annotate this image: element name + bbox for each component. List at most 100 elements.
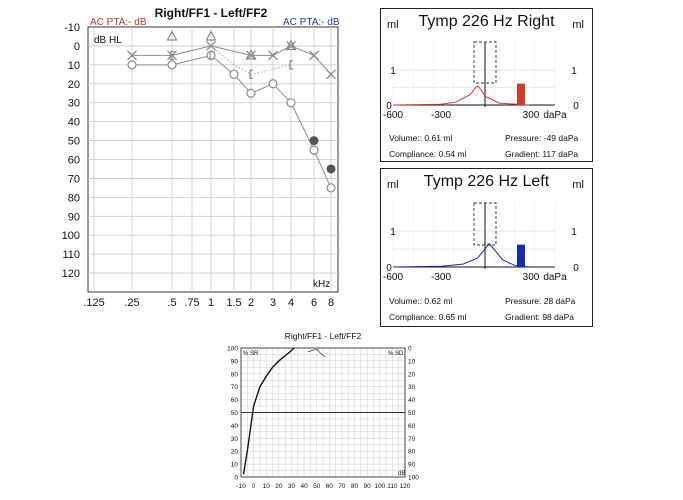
tymp-right-gradient: Gradient: 117 daPa — [505, 149, 579, 159]
speech-ytick-right: 20 — [408, 371, 416, 378]
tymp-xtick: -600 — [383, 110, 403, 121]
speech-ytick-right: 60 — [408, 423, 416, 430]
audiogram-triangle-point — [205, 30, 217, 41]
tymp-normal-box — [473, 202, 497, 246]
audiogram-ytick: 0 — [74, 41, 80, 53]
speech-xtick: 40 — [300, 483, 308, 490]
audiogram-triangle-point — [245, 49, 257, 60]
tymp-ytick: 1 — [390, 66, 396, 77]
speech-chart: Right/FF1 - Left/FF2 % SR % SD dB -10 0 10… — [227, 331, 419, 490]
speech-ytick-left: 70 — [231, 384, 239, 391]
tymp-ytick: 1 — [390, 227, 396, 238]
audiogram-bracket-point — [170, 50, 174, 60]
audiogram-title: Right/FF1 - Left/FF2 — [155, 6, 268, 20]
speech-xtick: 110 — [387, 483, 398, 490]
audiogram-ytick: 30 — [68, 98, 80, 110]
audiogram-circle-point — [229, 69, 239, 79]
speech-secondary-curve — [307, 348, 326, 358]
speech-xtick: 80 — [351, 483, 359, 490]
audiogram-chart: Right/FF1 - Left/FF2 AC PTA:- dB AC PTA:… — [62, 6, 340, 309]
speech-ytick-left: 30 — [231, 436, 239, 443]
speech-xtick: 20 — [275, 483, 283, 490]
right-pta-label: AC PTA:- dB — [90, 17, 147, 28]
speech-sr-label: % SR — [243, 351, 259, 357]
tymp-curve — [392, 242, 530, 268]
tymp-ytick: 0 — [386, 263, 392, 274]
tymp-ytick-right: 1 — [571, 66, 577, 77]
tymp-right-volume: Volume:: 0.61 ml — [389, 133, 453, 143]
speech-ytick-right: 30 — [408, 384, 416, 391]
audiogram-x-point — [326, 69, 336, 80]
audiogram-ytick: 90 — [68, 211, 80, 223]
tymp-left-compliance: Compliance: 0.65 ml — [389, 312, 467, 322]
tymp-normal-box — [473, 41, 497, 84]
audiogram-xtick: .5 — [167, 297, 176, 309]
speech-ytick-right: 50 — [408, 410, 416, 417]
speech-xtick: 50 — [313, 483, 321, 490]
speech-ytick-right: 10 — [408, 358, 416, 365]
speech-xtick: 120 — [400, 483, 411, 490]
audiogram-xtick: 2 — [248, 297, 254, 309]
tymp-volume-bar — [517, 244, 525, 267]
audiogram-ytick: 100 — [62, 230, 80, 242]
tymp-left-chart: 0 1 0 1 -600 -300 300 daPa — [383, 201, 579, 283]
tymp-left-ml-right: ml — [572, 179, 584, 191]
speech-xtick: 70 — [338, 483, 346, 490]
tymp-left-volume: Volume:: 0.62 ml — [389, 296, 453, 306]
audiogram-circle-point — [326, 183, 336, 193]
tymp-left-title: Tymp 226 Hz Left — [423, 173, 550, 190]
audiogram-triangle-point — [285, 39, 297, 51]
audiogram-x-point — [127, 50, 137, 61]
tymp-ytick-right: 1 — [571, 227, 577, 238]
tymp-left-ml-left: ml — [387, 179, 399, 191]
audiogram-circle-point — [286, 98, 296, 108]
speech-ytick-left: 10 — [231, 462, 239, 469]
audiogram-x-point — [268, 50, 278, 61]
speech-ytick-left: 40 — [231, 423, 239, 430]
tymp-right-panel: Tymp 226 Hz Right ml ml 0 1 0 1 -600 -300 300 d… — [380, 8, 593, 162]
audiogram-filled-point — [326, 164, 336, 174]
audiogram-circle-point — [246, 88, 256, 98]
audiogram-ytick: 40 — [68, 117, 80, 129]
speech-xtick: 0 — [252, 483, 256, 490]
audiogram-circle-point — [206, 50, 216, 60]
speech-xtick: 60 — [326, 483, 334, 490]
tymp-right-title: Tymp 226 Hz Right — [418, 13, 555, 30]
audiogram-ytick: 80 — [68, 192, 80, 204]
audiogram-bracket-point — [209, 50, 213, 60]
speech-ytick-left: 100 — [227, 346, 238, 353]
audiogram-x-point — [167, 50, 177, 61]
audiogram-xtick: 8 — [328, 297, 334, 309]
speech-ytick-right: 40 — [408, 397, 416, 404]
speech-xtick: 10 — [263, 483, 271, 490]
tymp-xtick: -600 — [383, 272, 403, 283]
speech-ytick-right: 70 — [408, 436, 416, 443]
speech-sr-curve — [242, 347, 295, 475]
speech-ytick-left: 50 — [231, 410, 239, 417]
audiogram-xtick: 6 — [311, 297, 317, 309]
tymp-xtick: -300 — [431, 272, 451, 283]
speech-xtick: 100 — [374, 483, 385, 490]
audiogram-ytick: 120 — [62, 268, 80, 280]
audiogram-triangle-point — [166, 30, 178, 41]
tymp-left-pressure: Pressure: 28 daPa — [505, 296, 576, 306]
audiogram-circle-point — [268, 79, 278, 89]
speech-ytick-left: 80 — [231, 371, 239, 378]
audiogram-xtick: .125 — [83, 297, 104, 309]
speech-ytick-right: 100 — [408, 475, 419, 482]
audiogram-circle-point — [309, 145, 319, 155]
audiogram-xlabel: kHz — [313, 279, 330, 290]
tymp-right-chart: 0 1 0 1 -600 -300 300 daPa — [383, 40, 579, 121]
speech-xtick: 30 — [288, 483, 296, 490]
audiogram-dotted-line — [210, 45, 292, 75]
audiogram-circle-point — [167, 60, 177, 70]
speech-frame — [240, 347, 406, 478]
tymp-volume-bar — [517, 83, 525, 105]
audiogram-ytick: 20 — [68, 79, 80, 91]
audiogram-circle-point — [127, 60, 137, 70]
audiogram-xtick: .25 — [124, 297, 139, 309]
speech-ytick-left: 0 — [234, 475, 238, 482]
left-pta-label: AC PTA:- dB — [283, 17, 340, 28]
audiogram-ytick: 50 — [68, 136, 80, 148]
speech-ytick-left: 20 — [231, 449, 239, 456]
